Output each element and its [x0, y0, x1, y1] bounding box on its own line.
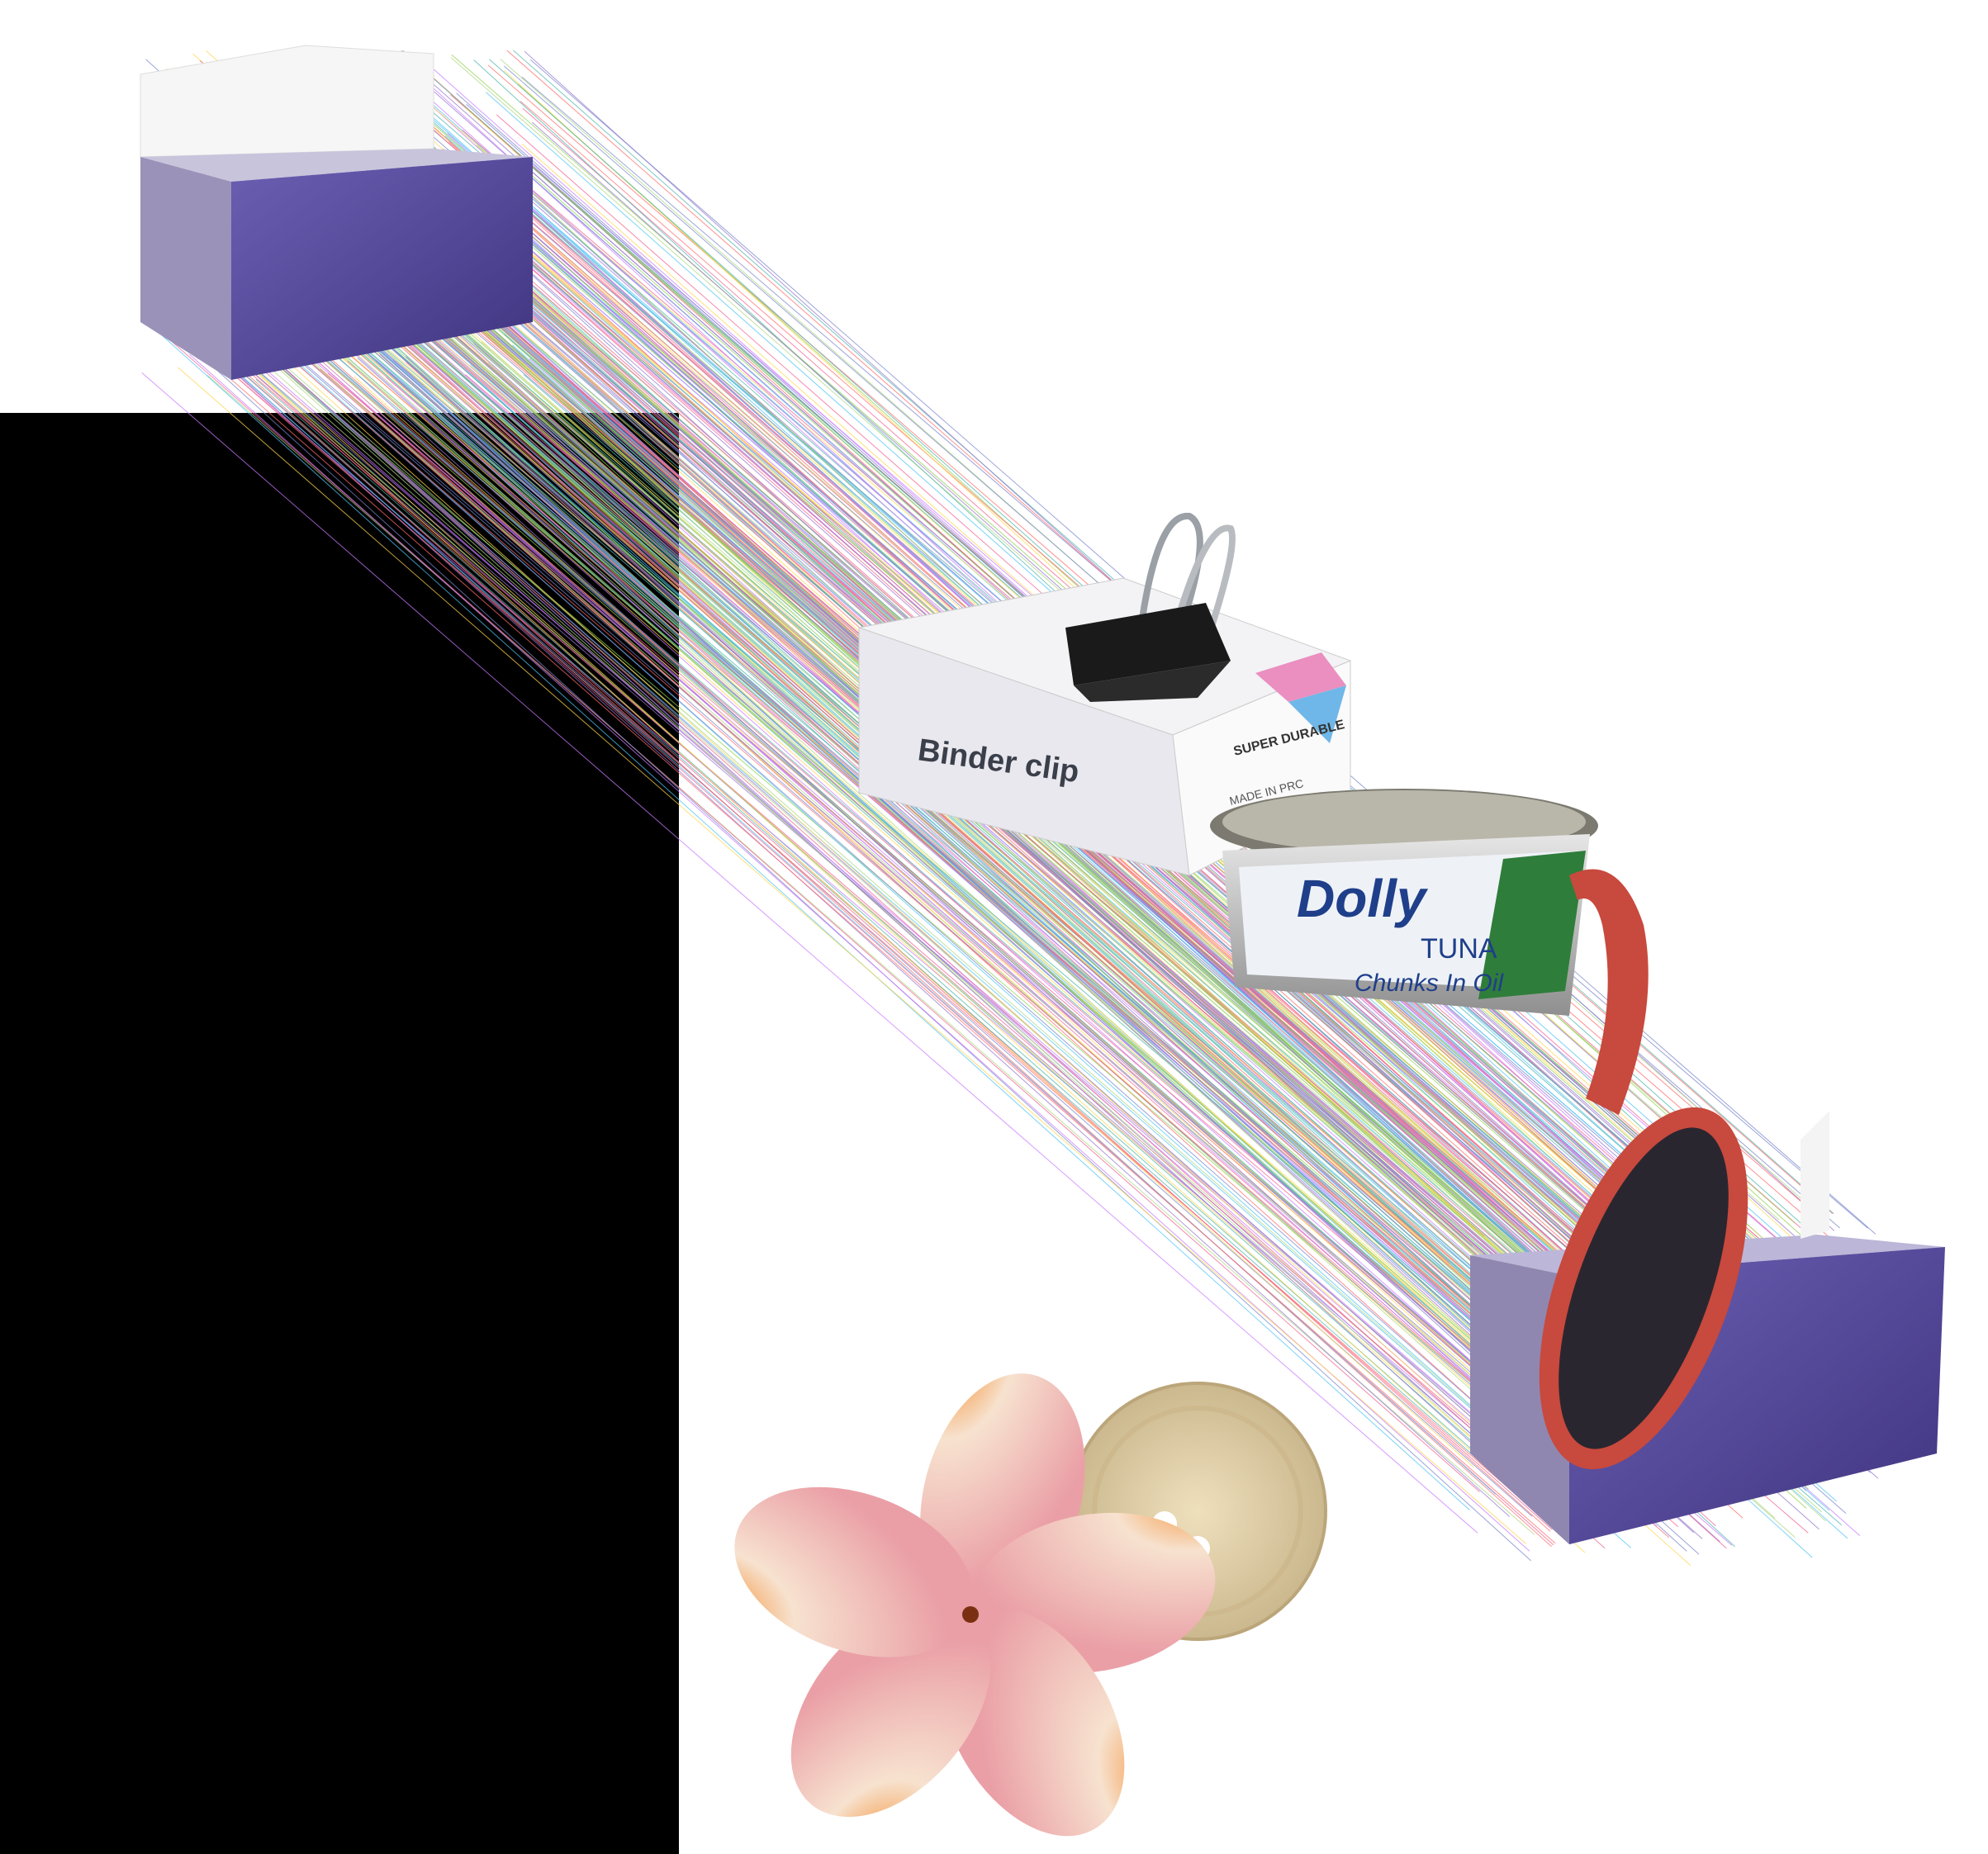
match-line — [213, 357, 1555, 1529]
match-line — [217, 307, 1535, 1501]
match-line — [192, 288, 1528, 1485]
match-line — [173, 314, 1497, 1495]
match-line — [347, 360, 1658, 1527]
match-line — [285, 291, 1612, 1479]
match-line — [310, 270, 1663, 1463]
match-line — [375, 359, 1687, 1552]
binder-clip — [1065, 512, 1236, 702]
match-line — [149, 324, 1470, 1510]
tuna-can: Dolly TUNA Chunks In Oil — [1210, 789, 1598, 1016]
match-line — [221, 283, 1538, 1434]
match-line — [198, 339, 1511, 1517]
match-line — [277, 339, 1620, 1502]
match-line — [275, 282, 1609, 1471]
match-line — [265, 351, 1581, 1515]
match-line — [212, 266, 1530, 1452]
hair-brush — [1539, 869, 1748, 1470]
match-line — [213, 264, 1531, 1435]
match-line — [296, 338, 1638, 1522]
match-line — [247, 315, 1593, 1492]
match-line — [162, 287, 1474, 1468]
black-mask-region — [0, 413, 679, 1854]
match-line — [151, 235, 1492, 1419]
match-line — [203, 354, 1556, 1544]
plumeria-flower — [734, 1373, 1216, 1837]
match-line — [334, 271, 1654, 1443]
tuna-description: Chunks In Oil — [1355, 970, 1504, 997]
match-line — [328, 307, 1651, 1486]
match-line — [213, 331, 1545, 1506]
match-line — [280, 301, 1625, 1475]
match-line — [339, 301, 1659, 1467]
match-line — [319, 337, 1654, 1510]
match-line — [243, 359, 1557, 1513]
match-line — [236, 298, 1548, 1449]
tuna-brand: Dolly — [1297, 869, 1429, 928]
match-line — [281, 365, 1606, 1549]
match-line — [166, 250, 1516, 1420]
match-line — [336, 334, 1685, 1501]
match-line — [142, 239, 1486, 1420]
match-line — [248, 356, 1586, 1553]
match-line — [181, 225, 1534, 1373]
match-line — [243, 284, 1553, 1439]
match-line — [201, 246, 1512, 1399]
tissue-box-left — [140, 45, 533, 380]
match-line — [231, 311, 1545, 1491]
match-line — [141, 372, 1478, 1534]
match-line — [150, 208, 1497, 1367]
match-line — [206, 374, 1535, 1535]
match-line — [282, 223, 1625, 1415]
tuna-product: TUNA — [1421, 933, 1497, 965]
match-line — [349, 299, 1687, 1475]
match-line — [303, 289, 1630, 1449]
match-line — [168, 303, 1508, 1458]
match-line — [339, 308, 1652, 1503]
match-line — [178, 367, 1526, 1544]
match-line — [229, 361, 1553, 1530]
